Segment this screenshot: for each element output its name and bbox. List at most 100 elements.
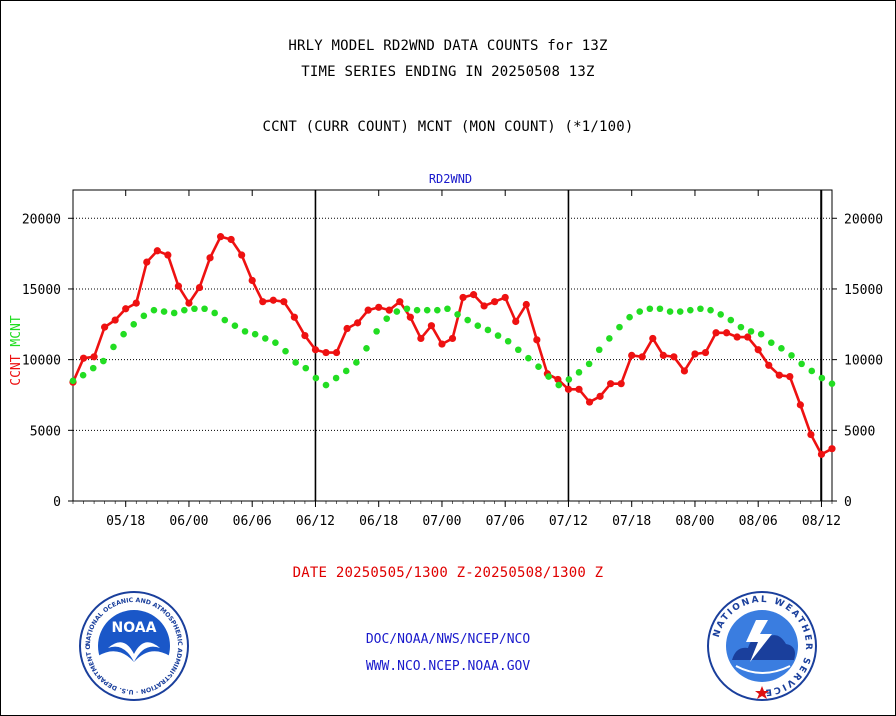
data-point-mcnt [616,323,623,331]
data-point-ccnt [744,333,752,341]
data-point-mcnt [302,364,310,372]
footer-url: WWW.NCO.NCEP.NOAA.GOV [365,659,531,674]
y-tick-label-left: 0 [53,495,61,510]
data-point-mcnt [181,306,188,314]
data-point-ccnt [132,299,140,307]
x-tick-label: 08/12 [802,514,841,529]
data-point-mcnt [676,308,684,315]
data-point-ccnt [670,353,678,361]
data-point-mcnt [535,363,542,371]
data-point-mcnt [818,374,826,382]
data-point-ccnt [153,247,161,255]
data-point-mcnt [191,305,198,313]
data-point-ccnt [248,276,256,285]
data-point-mcnt [454,311,461,318]
data-point-ccnt [512,317,520,326]
data-point-ccnt [122,305,130,313]
data-point-mcnt [808,367,816,375]
x-tick-label: 06/12 [296,514,335,529]
x-tick-label: 07/18 [612,514,651,529]
data-point-ccnt [659,351,667,359]
nws-logo: NATIONAL WEATHER SERVICE [707,591,817,701]
data-point-ccnt [375,303,383,311]
data-point-ccnt [459,293,467,302]
y-axis-label-ccnt: CCNT [9,347,24,386]
x-tick-label: 08/00 [675,514,714,529]
data-point-mcnt [322,381,330,389]
x-tick-label: 06/06 [233,514,272,529]
data-point-ccnt [238,251,246,259]
data-point-mcnt [484,326,492,334]
data-point-ccnt [427,322,436,330]
data-point-ccnt [469,291,478,299]
data-point-mcnt [79,371,87,379]
y-tick-label-right: 0 [844,495,852,510]
data-point-mcnt [757,330,765,338]
series-line-ccnt [71,235,833,456]
data-point-mcnt [585,360,593,368]
y-tick-label-right: 20000 [844,212,883,227]
data-point-mcnt [272,339,279,346]
data-point-ccnt [701,348,710,357]
data-point-mcnt [697,305,704,313]
data-point-ccnt [438,340,446,348]
data-point-mcnt [120,330,127,338]
x-tick-label: 08/06 [739,514,778,529]
data-point-mcnt [423,306,431,314]
data-point-ccnt [733,333,741,341]
plot-frame [72,189,833,502]
data-point-ccnt [596,392,604,400]
y-axis-label: CCNT MCNT [9,315,24,386]
data-point-ccnt [259,298,267,306]
data-point-ccnt [817,450,826,458]
data-point-mcnt [110,343,117,351]
data-point-ccnt [722,329,731,337]
data-point-ccnt [448,334,457,343]
data-point-mcnt [687,306,694,314]
x-tick-label: 07/00 [422,514,461,529]
data-point-mcnt [434,306,441,314]
data-point-ccnt [775,371,783,379]
data-point-mcnt [474,322,482,330]
data-point-ccnt [101,323,109,331]
data-point-mcnt [798,360,805,368]
y-tick-label-right: 5000 [844,424,875,439]
data-point-mcnt [100,357,107,365]
data-point-mcnt [514,346,522,354]
data-point-mcnt [767,339,775,346]
data-point-ccnt [638,353,646,361]
data-point-mcnt [393,308,401,315]
data-point-ccnt [564,385,573,393]
data-point-mcnt [555,381,563,389]
data-point-mcnt [575,369,583,376]
data-point-ccnt [501,293,509,302]
data-point-mcnt [160,308,168,315]
data-point-ccnt [301,332,309,340]
data-point-ccnt [269,296,277,304]
data-point-ccnt [206,254,214,262]
data-point-mcnt [444,305,451,313]
data-point-ccnt [332,348,341,357]
data-point-ccnt [522,300,530,309]
data-point-mcnt [373,328,380,335]
data-point-ccnt [491,298,499,306]
data-point-mcnt [626,313,633,321]
noaa-logo-text: NOAA [112,620,157,636]
data-point-mcnt [737,323,745,331]
y-tick-label-left: 5000 [30,424,61,439]
data-point-ccnt [575,385,583,393]
x-tick-label: 05/18 [106,514,145,529]
data-point-mcnt [89,364,97,372]
data-point-mcnt [666,308,674,315]
data-point-ccnt [343,324,351,333]
x-tick-label: 07/06 [486,514,525,529]
data-point-mcnt [150,306,158,314]
chart-title-line1: HRLY MODEL RD2WND DATA COUNTS for 13Z [288,38,608,54]
data-point-ccnt [712,329,720,337]
data-point-ccnt [364,306,372,314]
data-point-ccnt [754,346,762,354]
data-point-ccnt [290,313,298,321]
data-point-mcnt [778,345,785,352]
data-point-ccnt [807,430,815,439]
y-tick-label-right: 10000 [844,354,883,369]
